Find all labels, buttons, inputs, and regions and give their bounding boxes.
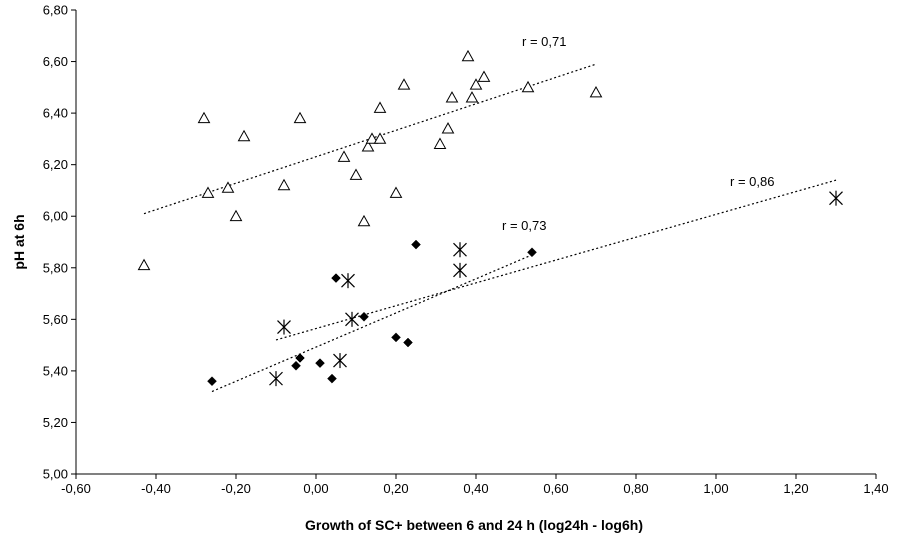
point-diamond (315, 358, 325, 369)
x-tick-label: -0,60 (61, 481, 91, 496)
y-tick-label: 6,60 (43, 54, 68, 69)
point-diamond (411, 239, 421, 250)
point-asterisk (829, 190, 843, 206)
y-tick-label: 5,60 (43, 312, 68, 327)
point-triangle (469, 78, 483, 90)
point-diamond (391, 332, 401, 343)
y-tick-label: 6,20 (43, 157, 68, 172)
y-tick-label: 5,20 (43, 415, 68, 430)
point-triangle (361, 140, 375, 152)
point-diamond (295, 353, 305, 363)
y-tick-label: 6,80 (43, 3, 68, 18)
x-tick-label: 1,00 (703, 481, 728, 496)
point-triangle (277, 178, 291, 191)
annotation-r-086: r = 0,86 (730, 174, 774, 189)
data-points (137, 49, 843, 387)
trendline-diamond-filled (211, 254, 533, 393)
point-asterisk (453, 242, 467, 258)
x-tick-label: 1,40 (863, 481, 888, 496)
point-triangle (521, 80, 535, 93)
x-tick-label: 0,20 (383, 481, 408, 496)
x-tick-label: 0,00 (303, 481, 328, 496)
point-asterisk (269, 371, 283, 387)
point-diamond (207, 376, 217, 387)
point-triangle (293, 111, 307, 124)
point-triangle (237, 129, 251, 142)
x-tick-label: 1,20 (783, 481, 808, 496)
x-tick-label: 0,80 (623, 481, 648, 496)
point-triangle (465, 91, 479, 103)
point-asterisk (333, 353, 347, 369)
x-tick-label: 0,40 (463, 481, 488, 496)
x-axis-ticks: -0,60 -0,40 -0,20 0,00 0,20 0,40 0,60 0,80 1,00 1… (61, 474, 889, 496)
point-triangle (373, 101, 387, 113)
point-triangle (389, 186, 403, 198)
point-asterisk (277, 319, 291, 335)
point-triangle (373, 132, 387, 144)
x-tick-label: -0,40 (141, 481, 171, 496)
point-triangle (461, 49, 475, 62)
point-triangle (441, 122, 455, 134)
point-triangle (477, 70, 491, 82)
annotations: r = 0,71 r = 0,86 r = 0,73 (502, 34, 774, 233)
y-axis-title: pH at 6h (11, 214, 27, 269)
y-tick-label: 6,40 (43, 106, 68, 121)
point-triangle (201, 186, 215, 198)
point-asterisk (345, 311, 359, 327)
point-diamond (327, 373, 337, 384)
point-asterisk (341, 273, 355, 289)
trendline-triangle-open (143, 63, 597, 215)
point-triangle (197, 111, 211, 124)
point-diamond (359, 311, 369, 322)
point-triangle (397, 78, 411, 90)
annotation-r-071: r = 0,71 (522, 34, 566, 49)
point-diamond (331, 273, 341, 283)
point-triangle (229, 209, 243, 222)
x-axis-title: Growth of SC+ between 6 and 24 h (log24h… (305, 517, 643, 533)
point-asterisk (453, 262, 467, 278)
point-triangle (349, 168, 363, 180)
y-tick-label: 6,00 (43, 209, 68, 224)
point-triangle (589, 85, 603, 98)
point-diamond (403, 337, 413, 348)
y-axis-ticks: 5,00 5,20 5,40 5,60 5,80 6,00 6,20 6,40 6,60 6,80 (43, 3, 76, 482)
annotation-r-073: r = 0,73 (502, 218, 546, 233)
x-tick-label: -0,20 (221, 481, 251, 496)
point-diamond (291, 360, 301, 371)
point-triangle (337, 150, 351, 162)
point-triangle (357, 214, 371, 227)
y-tick-label: 5,00 (43, 467, 68, 482)
y-tick-label: 5,80 (43, 260, 68, 275)
point-triangle (221, 181, 235, 193)
x-tick-label: 0,60 (543, 481, 568, 496)
point-diamond (527, 247, 537, 258)
point-triangle (433, 137, 447, 149)
point-triangle (445, 91, 459, 103)
point-triangle (137, 258, 151, 271)
y-tick-label: 5,40 (43, 363, 68, 378)
point-triangle (365, 132, 379, 144)
trendlines (143, 63, 837, 393)
